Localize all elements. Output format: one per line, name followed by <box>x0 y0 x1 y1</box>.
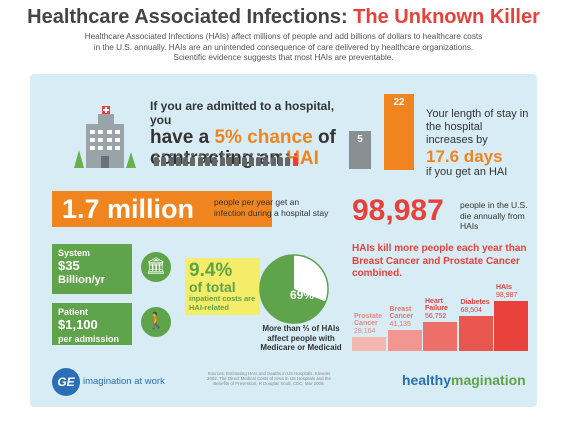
infections-banner <box>52 191 272 227</box>
person-icon <box>212 153 218 166</box>
intro-line: in the U.S. annually. HAIs are an uninte… <box>93 42 474 52</box>
stay-text: Your length of stay in the hospital incr… <box>426 108 531 179</box>
kill-bar-value: 41,135 <box>389 320 411 328</box>
inpatient-pct: 9.4% <box>189 260 233 281</box>
medicare-pct: 69% <box>290 288 314 302</box>
system-cost-unit: Billion/yr <box>58 274 106 286</box>
kill-bar-value: 68,504 <box>460 306 482 314</box>
person-icon <box>234 153 240 166</box>
person-icon <box>270 153 276 166</box>
intro-text: Healthcare Associated Infections (HAIs) … <box>60 32 507 64</box>
brand-part-a: healthy <box>402 372 452 388</box>
chance-text: of <box>312 127 336 148</box>
hai-chance-headline: If you are admitted to a hospital, you h… <box>150 99 350 169</box>
medicare-pie-slice <box>260 255 326 323</box>
kill-bar-category: Diabetes <box>460 299 490 306</box>
kill-bar-chart: Prostate Cancer 28,164 Breast Cancer 41,135… <box>352 284 532 351</box>
person-icon <box>168 153 174 166</box>
patient-cost-value: $1,100 <box>58 317 98 332</box>
intro-line: Healthcare Associated Infections (HAIs) … <box>84 32 483 41</box>
chance-text: have a <box>150 127 215 148</box>
medicare-pie: 69% <box>259 254 329 324</box>
kill-bar <box>387 330 422 351</box>
people-row <box>154 153 352 167</box>
kill-bar-label: HAIs 98,987 <box>496 284 536 299</box>
stay-bar-before: 5 <box>349 131 371 169</box>
walking-person-icon: 🚶 <box>141 307 171 337</box>
infections-value: 1.7 million <box>62 194 195 224</box>
person-icon <box>256 153 262 166</box>
person-icon <box>248 153 254 166</box>
hospital-illustration <box>74 106 136 168</box>
kill-bar-category: Breast Cancer <box>389 305 414 321</box>
building-icon: 🏛 <box>141 252 171 282</box>
person-icon <box>285 153 291 166</box>
kill-bar-category: HAIs <box>496 284 512 291</box>
person-icon-highlighted <box>292 153 298 166</box>
kill-bar <box>494 301 528 351</box>
stay-text1: Your length of stay in the hospital incr… <box>426 108 529 146</box>
person-icon <box>226 153 232 166</box>
person-icon <box>263 153 269 166</box>
patient-cost-unit: per admission <box>58 334 120 344</box>
ge-logo: GE <box>52 368 80 396</box>
kill-bar-label: Heart Failure 56,752 <box>425 298 465 321</box>
patient-cost-label: Patient <box>58 307 89 317</box>
title-accent: The Unknown Killer <box>353 6 540 28</box>
kill-bar-value: 28,164 <box>354 327 376 335</box>
chance-percent: 5% chance <box>214 127 313 148</box>
kill-bar <box>352 337 386 351</box>
kill-bar-category: Prostate Cancer <box>354 312 383 328</box>
kill-bar <box>458 316 493 351</box>
person-icon <box>175 153 181 166</box>
page-title: Healthcare Associated Infections: The Un… <box>0 6 567 29</box>
kill-bar-label: Breast Cancer 41,135 <box>390 306 430 329</box>
kill-bar <box>423 322 457 351</box>
deaths-value: 98,987 <box>352 194 444 227</box>
inpatient-cost-box: 9.4% of total inpatient costs are HAI-re… <box>185 258 260 315</box>
kill-headline: HAIs kill more people each year than Bre… <box>352 243 527 279</box>
kill-bar-value: 98,987 <box>496 291 518 299</box>
patient-cost-box: Patient $1,100 per admission <box>52 303 132 345</box>
brand-part-b: magination <box>451 372 526 388</box>
kill-bar-category: Heart Failure <box>425 297 448 313</box>
sources-text: Sources: Estimating HAIs and Deaths in U… <box>207 371 331 387</box>
title-main: Healthcare Associated Infections: <box>27 6 354 28</box>
stay-bar-before-label: 5 <box>357 134 363 145</box>
person-icon <box>154 153 159 166</box>
person-icon <box>205 153 211 166</box>
person-icon <box>197 153 203 166</box>
person-icon <box>161 153 167 166</box>
medicare-desc: More than ⅔ of HAIs affect people with M… <box>260 324 342 352</box>
deaths-text: people in the U.S. die annually from HAI… <box>460 200 528 231</box>
healthymagination-logo: healthymagination <box>402 372 526 388</box>
system-cost-label: System <box>58 248 91 258</box>
stay-text2: if you get an HAI <box>426 166 508 178</box>
kill-bar-value: 56,752 <box>425 312 447 320</box>
stay-bar-after: 22 <box>384 94 414 170</box>
kill-bar-label: Prostate Cancer 28,164 <box>354 313 394 336</box>
person-icon <box>219 153 225 166</box>
chance-line1: If you are admitted to a hospital, you <box>150 99 335 127</box>
infections-text: people per year get an infection during … <box>214 197 329 218</box>
inpatient-line: of total <box>189 279 236 295</box>
chance-line2: have a 5% chance of <box>150 127 350 148</box>
system-cost-box: System $35 Billion/yr <box>52 244 132 294</box>
system-cost-value: $35 <box>58 258 80 273</box>
intro-line: Scientific evidence suggests that most H… <box>173 53 394 62</box>
person-icon <box>190 153 196 166</box>
stay-bar-after-label: 22 <box>393 97 405 108</box>
person-icon <box>241 153 247 166</box>
ge-tagline: imagination at work <box>83 376 165 387</box>
inpatient-desc: inpatient costs are HAI-related <box>189 294 256 312</box>
person-icon <box>278 153 284 166</box>
stay-days: 17.6 days <box>426 147 503 166</box>
person-icon <box>183 153 189 166</box>
kill-bar-label: Diabetes 68,504 <box>461 299 501 314</box>
